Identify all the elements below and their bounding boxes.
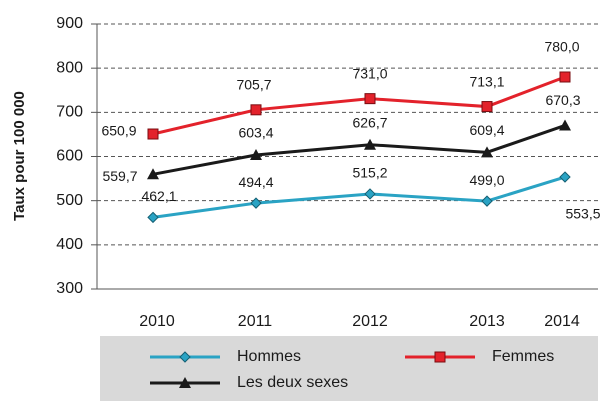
marker	[364, 138, 376, 150]
marker	[250, 104, 262, 116]
value-label: 609,4	[469, 122, 504, 138]
value-label: 462,1	[141, 188, 176, 204]
value-label: 603,4	[238, 125, 273, 141]
value-label: 731,0	[352, 65, 387, 81]
y-tick-label: 800	[56, 59, 83, 76]
x-tick-label: 2014	[544, 313, 580, 330]
marker	[147, 211, 159, 224]
value-label: 553,5	[565, 206, 600, 222]
legend-marker	[179, 377, 191, 388]
legend-box	[100, 336, 598, 401]
marker	[147, 168, 159, 180]
value-label: 494,4	[238, 174, 273, 190]
legend-marker	[179, 351, 191, 363]
value-label: 626,7	[352, 114, 387, 130]
y-tick-label: 500	[56, 192, 83, 209]
value-label: 780,0	[544, 39, 579, 55]
legend-label: Femmes	[492, 348, 554, 365]
x-tick-label: 2011	[238, 313, 273, 330]
marker	[147, 128, 159, 140]
y-tick-label: 600	[56, 148, 83, 165]
marker	[481, 195, 493, 207]
legend-label: Hommes	[237, 348, 301, 365]
y-axis-title: Taux pour 100 000	[11, 91, 28, 221]
y-tick-label: 300	[56, 280, 83, 297]
value-label: 650,9	[101, 123, 136, 139]
legend-marker	[434, 351, 446, 363]
y-tick-label: 400	[56, 236, 83, 253]
marker	[364, 188, 376, 200]
x-tick-label: 2012	[352, 313, 388, 330]
marker	[559, 171, 571, 183]
marker	[250, 148, 262, 160]
marker	[559, 71, 571, 83]
y-tick-label: 700	[56, 104, 83, 121]
marker	[559, 119, 571, 131]
value-label: 705,7	[236, 77, 271, 93]
value-label: 670,3	[545, 92, 580, 108]
value-label: 515,2	[352, 165, 387, 181]
y-tick-label: 900	[56, 15, 83, 32]
marker	[250, 197, 262, 209]
x-tick-label: 2013	[469, 313, 505, 330]
legend-label: Les deux sexes	[237, 374, 348, 391]
value-label: 499,0	[469, 172, 504, 188]
x-tick-label: 2010	[139, 313, 175, 330]
value-label: 559,7	[102, 168, 137, 184]
marker	[481, 101, 493, 113]
value-label: 713,1	[469, 73, 504, 89]
marker	[364, 93, 376, 105]
marker	[481, 146, 493, 158]
